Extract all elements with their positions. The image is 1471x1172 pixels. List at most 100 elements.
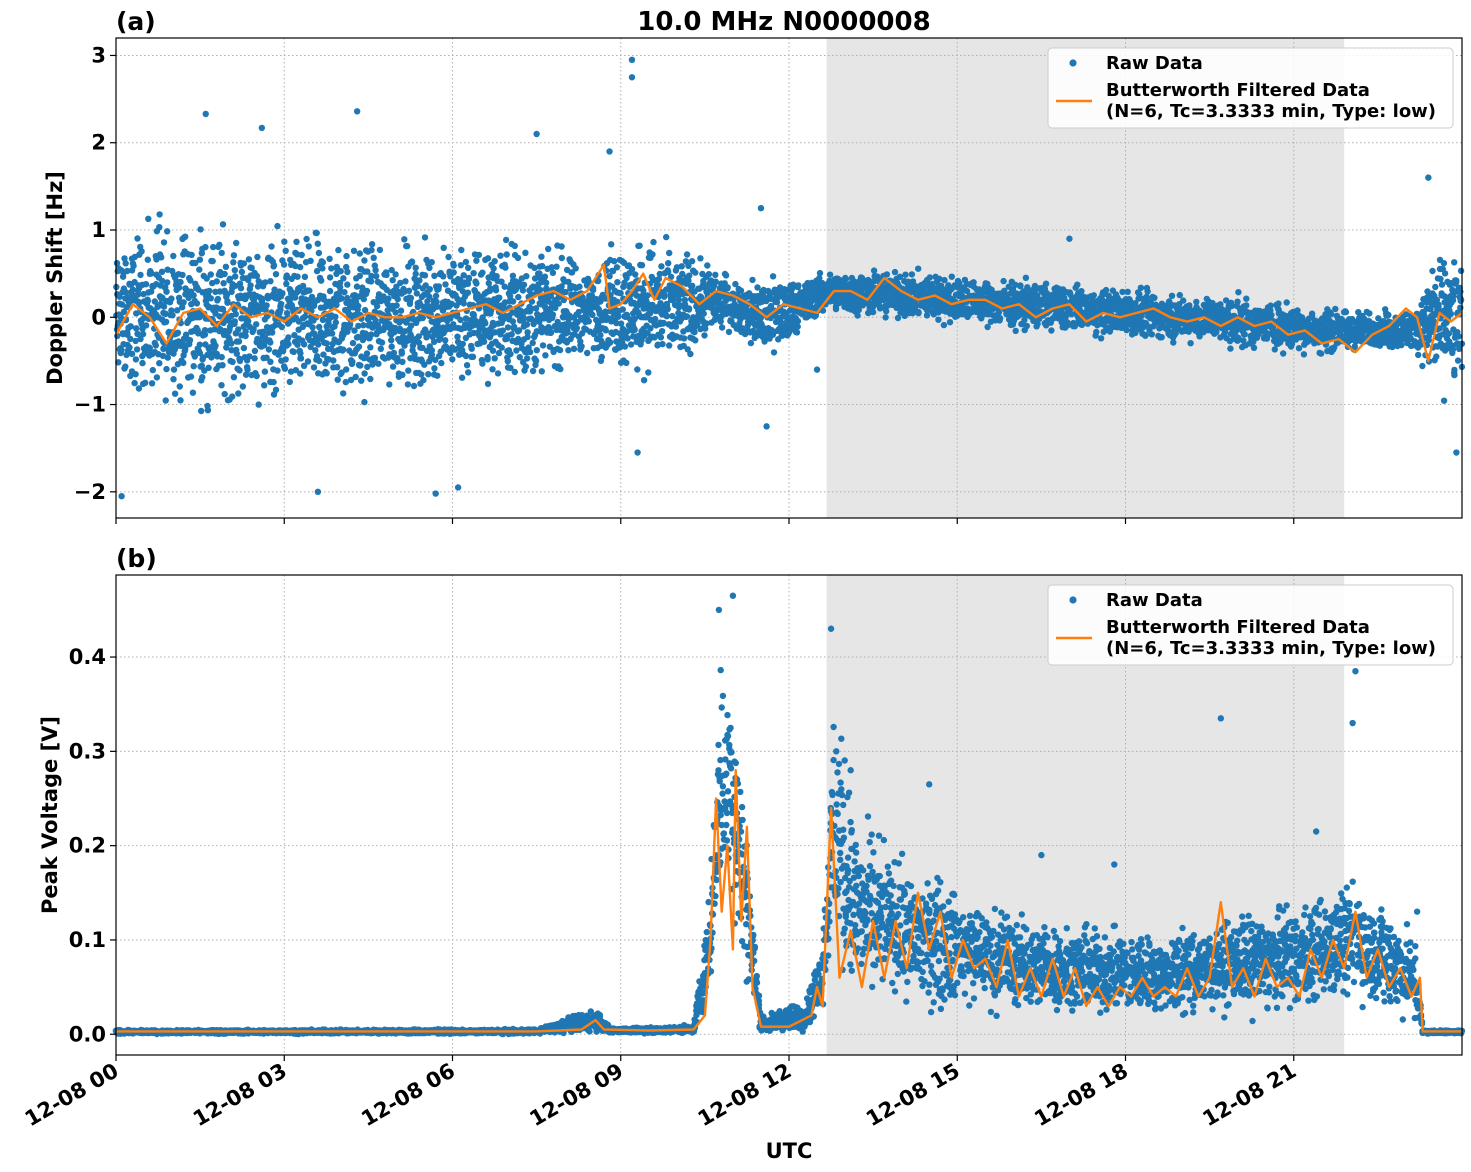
raw-data-point	[332, 319, 339, 326]
raw-data-point	[678, 263, 685, 270]
raw-data-point	[274, 367, 281, 374]
raw-data-point	[1148, 331, 1156, 338]
raw-data-point	[941, 276, 948, 284]
raw-data-point	[675, 296, 682, 303]
raw-data-point	[547, 329, 555, 336]
raw-data-point	[378, 339, 386, 346]
raw-data-point	[235, 390, 242, 397]
raw-data-point	[422, 282, 429, 289]
raw-data-point	[301, 273, 309, 280]
raw-data-point	[370, 254, 377, 261]
raw-data-point	[1144, 288, 1151, 295]
raw-data-point	[272, 271, 280, 278]
raw-data-point	[479, 269, 486, 276]
raw-data-point	[179, 271, 186, 279]
raw-data-point	[725, 328, 733, 336]
raw-data-point	[156, 211, 163, 218]
raw-data-point	[162, 310, 169, 317]
raw-data-point	[664, 306, 671, 313]
raw-data-point	[509, 298, 517, 305]
raw-data-point	[584, 349, 591, 357]
raw-data-point	[319, 316, 327, 324]
raw-data-point	[350, 247, 358, 254]
raw-data-point	[433, 298, 440, 306]
raw-data-point	[226, 275, 234, 282]
raw-data-point	[132, 371, 139, 378]
raw-data-point	[556, 346, 564, 354]
raw-data-point	[533, 347, 540, 354]
raw-data-point	[749, 276, 756, 284]
raw-data-point	[1366, 310, 1373, 317]
raw-data-point	[470, 270, 477, 277]
raw-data-point	[253, 321, 260, 328]
raw-data-point	[1243, 295, 1250, 302]
raw-data-point	[139, 330, 147, 338]
raw-data-point	[460, 272, 467, 279]
raw-data-point	[235, 326, 242, 333]
raw-data-point	[294, 273, 301, 280]
raw-data-point	[489, 347, 497, 354]
raw-data-point	[515, 335, 522, 343]
raw-data-point	[421, 234, 429, 241]
raw-data-point	[177, 278, 184, 286]
raw-data-point	[617, 289, 624, 297]
raw-data-point	[882, 314, 889, 321]
raw-data-point	[419, 344, 426, 352]
raw-data-point	[299, 282, 307, 290]
raw-data-point	[196, 349, 204, 357]
raw-data-point	[297, 355, 305, 362]
raw-data-point	[373, 273, 380, 280]
raw-data-point	[338, 295, 345, 302]
raw-data-point	[613, 264, 621, 271]
raw-data-point	[585, 318, 592, 325]
raw-data-point	[358, 377, 365, 384]
raw-data-point	[343, 366, 350, 373]
raw-data-point	[501, 283, 508, 290]
raw-data-point	[349, 339, 357, 347]
raw-data-point	[870, 267, 878, 274]
raw-data-point	[216, 241, 223, 248]
raw-data-point	[377, 345, 384, 352]
raw-data-point	[1168, 292, 1176, 299]
raw-data-point	[1012, 327, 1019, 335]
raw-data-point	[663, 233, 670, 241]
raw-data-point	[292, 367, 299, 374]
raw-data-point	[171, 390, 179, 397]
raw-data-point	[272, 386, 280, 393]
raw-data-point	[235, 338, 243, 345]
raw-data-point	[320, 351, 327, 358]
raw-data-point	[221, 390, 228, 398]
raw-data-point	[214, 295, 222, 303]
raw-data-point	[935, 316, 942, 323]
raw-data-point	[355, 302, 362, 310]
raw-data-point	[229, 358, 236, 366]
raw-data-point	[424, 330, 431, 337]
raw-data-point	[352, 373, 359, 381]
raw-data-point	[190, 363, 197, 370]
raw-data-point	[578, 343, 585, 350]
raw-data-point	[1241, 331, 1248, 338]
raw-data-point	[168, 295, 175, 302]
raw-data-point	[464, 289, 472, 296]
raw-data-point	[255, 401, 262, 408]
raw-data-point	[515, 293, 522, 301]
raw-data-point	[180, 299, 187, 306]
raw-data-point	[426, 286, 433, 293]
raw-data-point	[221, 270, 228, 278]
raw-data-point	[175, 284, 183, 291]
raw-data-point	[491, 355, 498, 362]
raw-data-point	[487, 285, 494, 292]
raw-data-point	[1042, 280, 1050, 287]
raw-data-point	[144, 297, 151, 305]
raw-data-point	[621, 343, 629, 350]
panel-a-label: (a)	[116, 7, 156, 36]
raw-data-point	[737, 287, 745, 294]
raw-data-point	[278, 323, 286, 331]
raw-data-point	[537, 286, 544, 294]
raw-data-point	[238, 268, 246, 276]
raw-data-point	[277, 300, 285, 308]
raw-data-point	[510, 323, 518, 330]
raw-data-point	[335, 246, 342, 254]
raw-data-point	[160, 303, 168, 310]
raw-data-point	[491, 258, 498, 265]
